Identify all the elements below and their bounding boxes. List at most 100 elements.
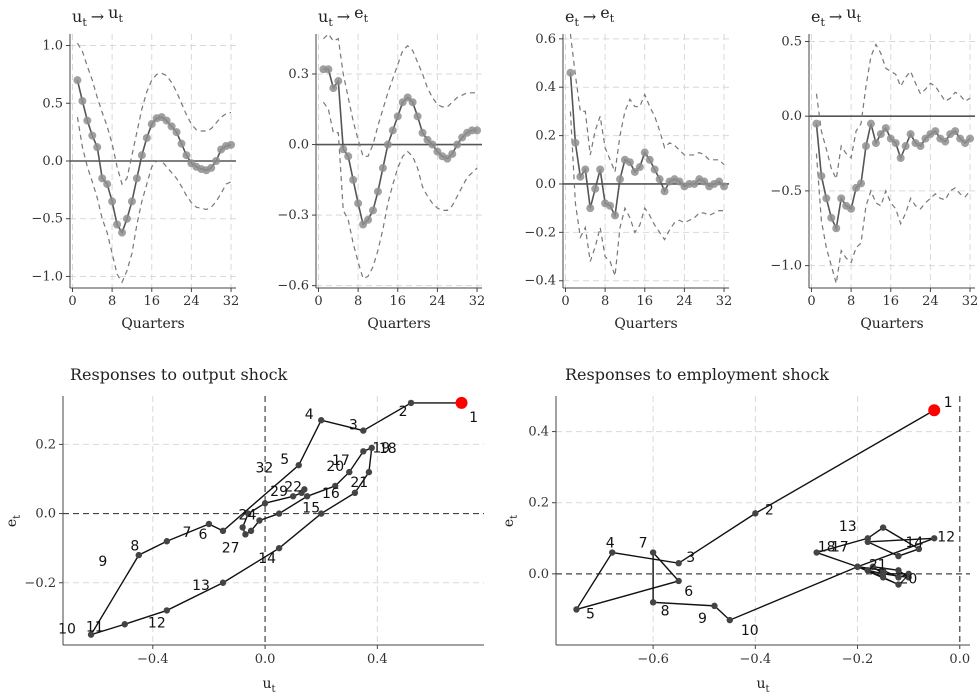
path-point <box>295 461 302 469</box>
y-axis-label-base: e <box>4 519 20 527</box>
irf-point <box>822 194 831 203</box>
path-point <box>368 444 375 452</box>
irf-point <box>966 134 975 143</box>
x-tick-label: 0.0 <box>949 652 970 667</box>
y-tick-label: 0.3 <box>288 67 309 82</box>
upper-band-line <box>815 43 971 181</box>
title-base1: e <box>811 7 820 26</box>
irf-point <box>378 164 387 173</box>
path-point <box>609 549 616 556</box>
path-point <box>247 527 255 535</box>
irf-point <box>334 77 343 86</box>
point-label: 20 <box>326 459 344 475</box>
irf-point <box>88 131 97 140</box>
irf-point <box>78 96 87 105</box>
path-point <box>301 486 308 493</box>
point-label: 12 <box>148 615 166 631</box>
path-point <box>649 599 657 606</box>
point-label: 20 <box>900 572 918 588</box>
irf-point <box>413 112 422 121</box>
irf-point <box>586 204 595 213</box>
x-tick-label: 24 <box>676 294 693 309</box>
path-point <box>752 510 759 517</box>
point-label: 13 <box>192 578 210 594</box>
irf-point <box>817 171 826 180</box>
x-axis-label: Quarters <box>121 316 184 332</box>
irf-point <box>901 142 910 151</box>
point-label: 7 <box>182 525 191 541</box>
point-label: 29 <box>270 484 288 500</box>
irf-point <box>827 213 836 222</box>
lower-band-line <box>76 117 232 284</box>
path-point <box>135 551 142 559</box>
irf-point <box>443 154 452 163</box>
point-label: 3 <box>686 550 695 566</box>
path-point <box>275 510 283 517</box>
point-label: 10 <box>58 622 76 638</box>
point-label: 18 <box>379 441 397 457</box>
irf-point <box>611 211 620 220</box>
irf-point <box>606 201 615 210</box>
irf-point <box>383 140 392 149</box>
irf-point <box>364 215 373 224</box>
x-tick-label: 8 <box>354 294 362 309</box>
irf-point <box>408 98 417 107</box>
x-tick-label: 8 <box>847 294 855 309</box>
point-label: 17 <box>831 539 849 555</box>
point-label: 21 <box>869 557 887 573</box>
title-base1: e <box>565 7 574 26</box>
irf-point <box>73 76 82 85</box>
y-tick-label: −0.2 <box>524 225 556 240</box>
x-tick-label: 8 <box>108 294 116 309</box>
title-base2: u <box>846 3 856 22</box>
panel-title: Responses to output shock <box>70 365 288 384</box>
path-point <box>318 510 325 517</box>
path-point <box>675 577 682 585</box>
x-tick-label: −0.4 <box>740 652 772 667</box>
panel-title: et → et <box>565 3 615 29</box>
y-tick-label: −0.6 <box>277 279 309 294</box>
path-point <box>261 500 269 507</box>
path-point <box>879 524 887 531</box>
point-label: 14 <box>258 551 276 567</box>
x-tick-label: 16 <box>143 294 160 309</box>
x-axis-label: Quarters <box>860 316 923 332</box>
point-label: 9 <box>98 554 107 570</box>
y-tick-label: 0.4 <box>535 80 556 95</box>
x-tick-label: 16 <box>636 294 653 309</box>
path-point <box>365 468 373 476</box>
x-axis-label: ut <box>262 676 275 695</box>
y-tick-label: 0.0 <box>535 177 556 192</box>
irf-point <box>473 126 482 135</box>
irf-point <box>596 165 605 174</box>
path-point <box>726 616 733 624</box>
point-label: 10 <box>741 623 759 639</box>
point-label: 3 <box>349 418 358 434</box>
point-label: 5 <box>280 452 289 468</box>
title-arrow: → <box>91 7 104 26</box>
irf-point <box>403 93 412 102</box>
irf-point <box>571 138 580 147</box>
point-label: 27 <box>222 540 240 556</box>
irf-point <box>177 139 186 148</box>
point-label: 4 <box>606 536 615 552</box>
irf-point <box>329 84 338 93</box>
irf-point <box>428 140 437 149</box>
title-base2: e <box>354 3 363 22</box>
point-label: 8 <box>661 603 670 619</box>
y-axis-label-sub: t <box>509 515 520 519</box>
y-axis-label-sub: t <box>12 515 23 519</box>
irf-point <box>640 148 649 157</box>
path-point <box>303 493 311 500</box>
lower-band-line <box>569 111 725 277</box>
phase-panel: Responses to output shock −0.4 0.0 0.4 −0.2 0… <box>4 365 484 695</box>
irf-point <box>167 122 176 131</box>
title-sub1: t <box>82 16 87 29</box>
path-point <box>121 621 128 628</box>
title-arrow: → <box>829 7 842 26</box>
irf-point <box>127 197 136 206</box>
path-point <box>245 510 252 517</box>
point-label: 15 <box>302 501 320 517</box>
